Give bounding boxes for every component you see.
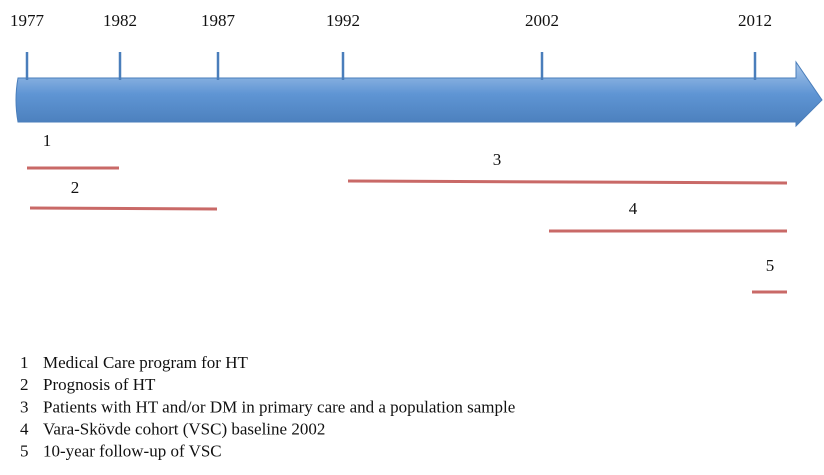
legend-text: Medical Care program for HT [43, 353, 248, 372]
year-label: 2002 [525, 11, 559, 30]
year-label: 1977 [10, 11, 45, 30]
legend-number: 1 [20, 353, 29, 372]
study-numbers: 1 2 3 4 5 [43, 131, 775, 275]
study-bar [29, 206, 218, 211]
study-number: 3 [493, 150, 502, 169]
legend-number: 2 [20, 375, 29, 394]
legend-text: 10-year follow-up of VSC [43, 442, 222, 461]
study-number: 2 [71, 178, 80, 197]
study-number: 1 [43, 131, 52, 150]
study-bars [27, 166, 788, 294]
legend: 1 Medical Care program for HT 2 Prognosis o… [20, 353, 515, 461]
legend-number: 5 [20, 442, 29, 461]
legend-text: Prognosis of HT [43, 375, 156, 394]
legend-text: Patients with HT and/or DM in primary ca… [43, 397, 515, 416]
study-number: 5 [766, 256, 775, 275]
year-label: 1987 [201, 11, 236, 30]
year-label: 2012 [738, 11, 772, 30]
timeline-arrow [15, 60, 823, 128]
year-ticks: 1977 1982 1987 1992 2002 2012 [10, 11, 772, 80]
year-label: 1992 [326, 11, 360, 30]
legend-text: Vara-Skövde cohort (VSC) baseline 2002 [43, 420, 325, 439]
legend-number: 4 [20, 420, 29, 439]
study-number: 4 [629, 199, 638, 218]
legend-number: 3 [20, 397, 29, 416]
year-label: 1982 [103, 11, 137, 30]
study-bar [347, 179, 788, 185]
